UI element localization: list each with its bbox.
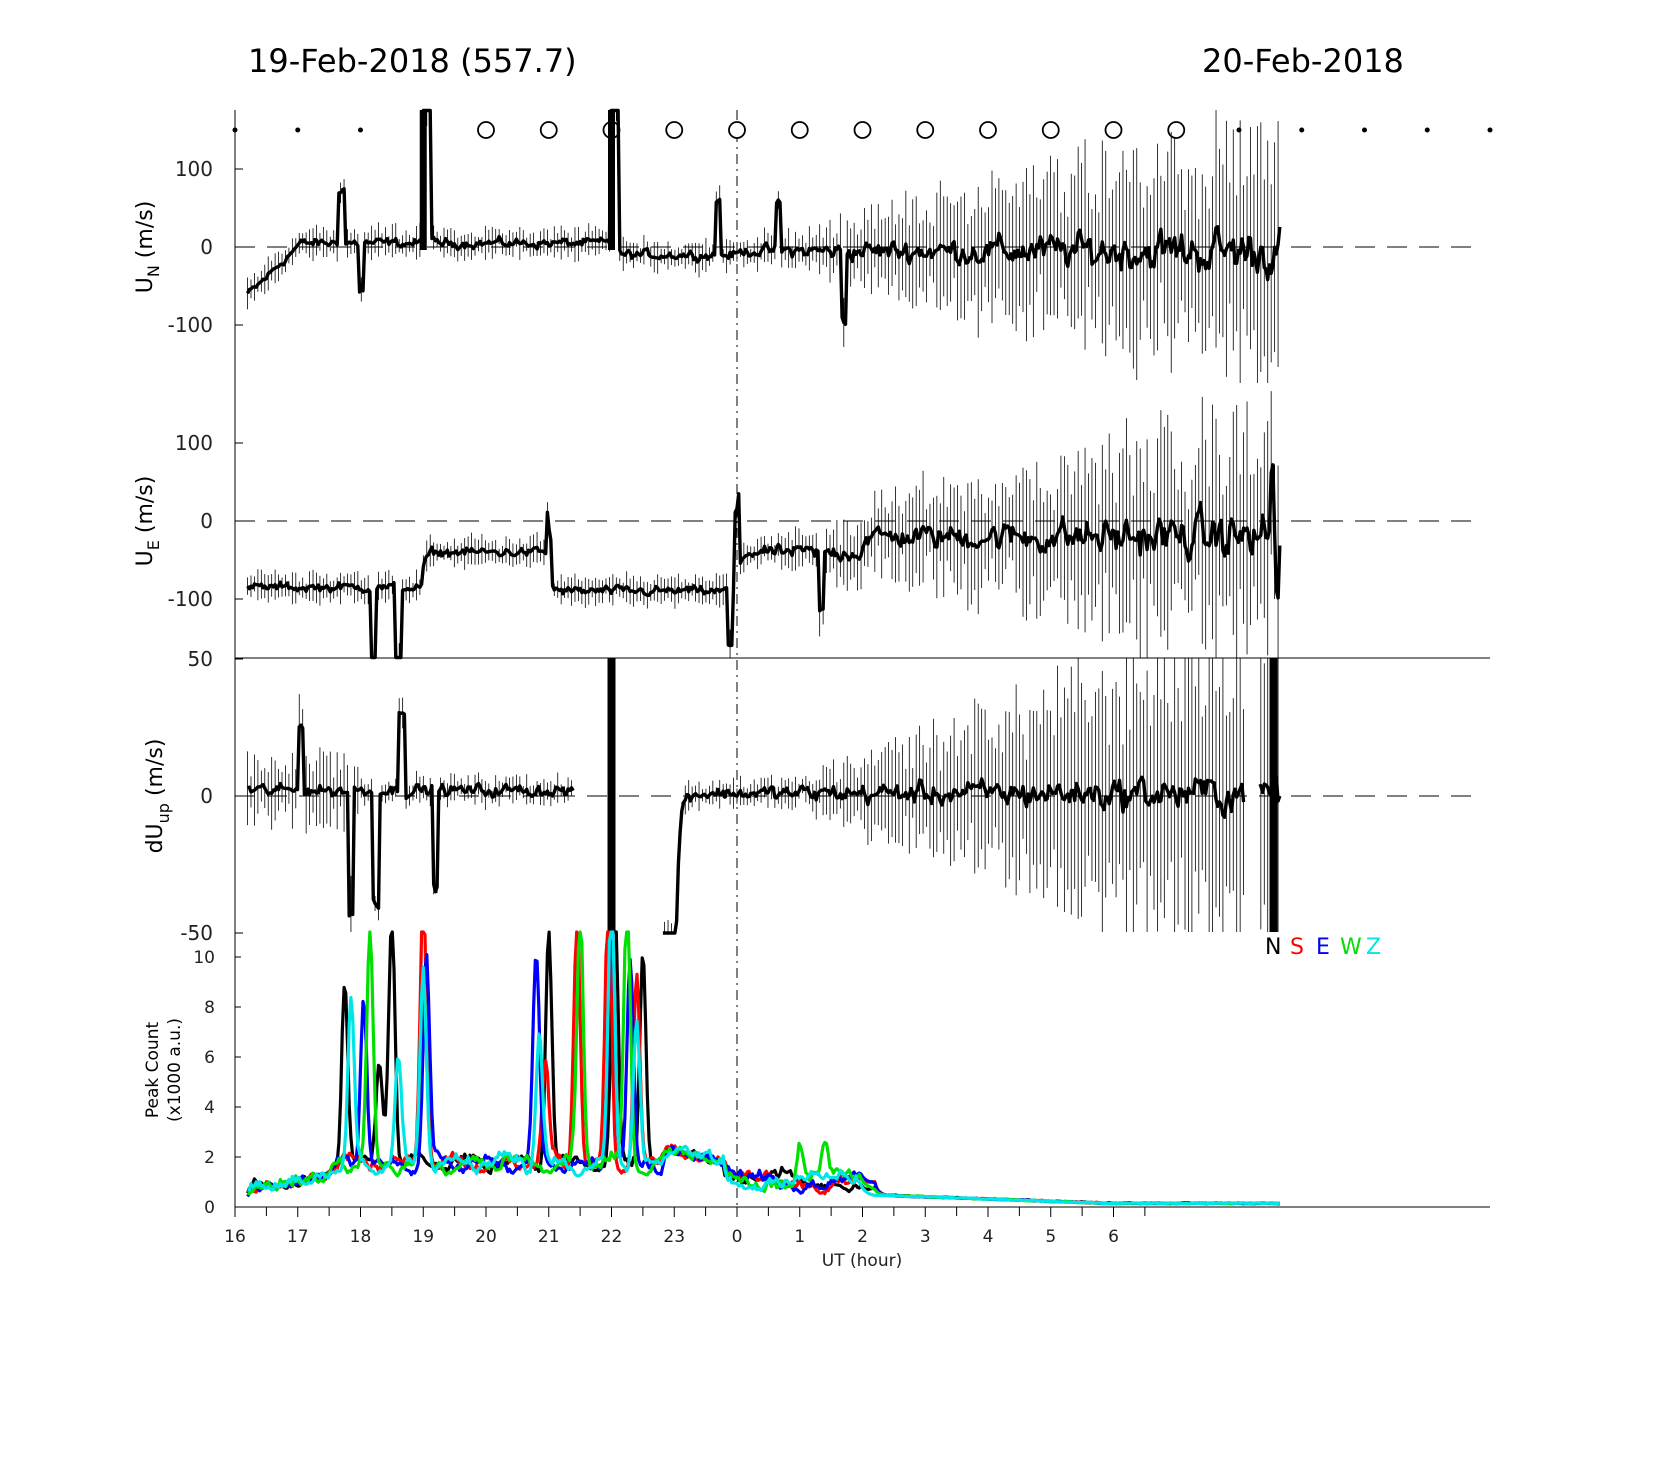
dup-spike [1269, 658, 1278, 932]
ytick-label: 0 [200, 509, 213, 533]
right-date-title: 20-Feb-2018 [1202, 42, 1404, 80]
ytick-label: 50 [188, 647, 213, 671]
ytick-label: 0 [204, 1198, 215, 1218]
observation-circle [1041, 121, 1060, 139]
ytick-label: 100 [175, 157, 213, 181]
xtick-label: 0 [732, 1227, 743, 1247]
xtick-label: 3 [920, 1227, 931, 1247]
observation-circle [477, 121, 495, 139]
observation-circle [979, 121, 997, 139]
ytick-label: 0 [200, 235, 213, 259]
xtick-label: 1 [794, 1227, 805, 1247]
data-layer [232, 108, 1493, 1206]
xtick-label: 22 [601, 1227, 623, 1247]
xtick-label: 2 [857, 1227, 868, 1247]
ytick-label: 6 [204, 1048, 215, 1068]
un-spike [419, 110, 427, 250]
ytick-label: -50 [180, 921, 213, 945]
un-series-line [246, 108, 1282, 326]
xtick-label: 20 [475, 1227, 497, 1247]
observation-circle [539, 121, 558, 139]
observation-circle [1104, 121, 1123, 139]
ylabel-peak-unit: (x1000 a.u.) [165, 1018, 185, 1122]
observation-circle [728, 121, 746, 139]
xtick-label: 17 [287, 1227, 309, 1247]
xtick-label: 18 [350, 1227, 372, 1247]
observation-dot [232, 127, 238, 133]
observation-circle [916, 121, 935, 139]
ylabel-ue: UE (m/s) [133, 476, 163, 567]
ytick-label: 100 [175, 431, 213, 455]
ylabel-peak-count: Peak Count [143, 1022, 163, 1119]
legend-entry-S: S [1290, 935, 1304, 960]
ytick-label: 8 [204, 998, 215, 1018]
ytick-label: -100 [168, 587, 213, 611]
ytick-label: 4 [204, 1098, 215, 1118]
ue-series-line [246, 463, 1282, 660]
observation-dot [1299, 127, 1305, 133]
ytick-label: -100 [168, 313, 213, 337]
xtick-label: 5 [1045, 1227, 1056, 1247]
observation-circle [665, 121, 684, 139]
observation-dot [295, 127, 301, 133]
xtick-label: 23 [663, 1227, 685, 1247]
xtick-label: 21 [538, 1227, 560, 1247]
xtick-label: 6 [1108, 1227, 1119, 1247]
ylabel-un: UN (m/s) [133, 201, 163, 294]
ytick-label: 2 [204, 1148, 215, 1168]
legend-entry-E: E [1316, 935, 1330, 960]
peak-series-E [246, 930, 1280, 1206]
un-spike [608, 110, 615, 250]
observation-dot [1236, 127, 1242, 133]
ytick-label: 0 [200, 784, 213, 808]
dup-spike [607, 658, 616, 932]
legend-entry-W: W [1340, 935, 1362, 960]
observation-circle [1167, 121, 1186, 139]
observation-circle [790, 121, 809, 139]
ytick-label: 10 [193, 948, 215, 968]
xtick-label: 4 [983, 1227, 994, 1247]
observation-dot [358, 127, 363, 133]
observation-dot [1362, 127, 1367, 133]
dup-series-line [246, 710, 1282, 935]
ylabel-dup: dUup (m/s) [143, 739, 173, 854]
xtick-label: 16 [224, 1227, 246, 1247]
observation-circle [853, 121, 872, 139]
peak-series-Z [247, 930, 1280, 1206]
left-date-title: 19-Feb-2018 (557.7) [248, 42, 577, 80]
observation-dot [1424, 127, 1430, 133]
legend-entry-Z: Z [1366, 935, 1381, 960]
xtick-label: 19 [412, 1227, 434, 1247]
observation-dot [1487, 127, 1493, 133]
legend-entry-N: N [1265, 935, 1281, 960]
x-axis-label: UT (hour) [822, 1251, 902, 1271]
